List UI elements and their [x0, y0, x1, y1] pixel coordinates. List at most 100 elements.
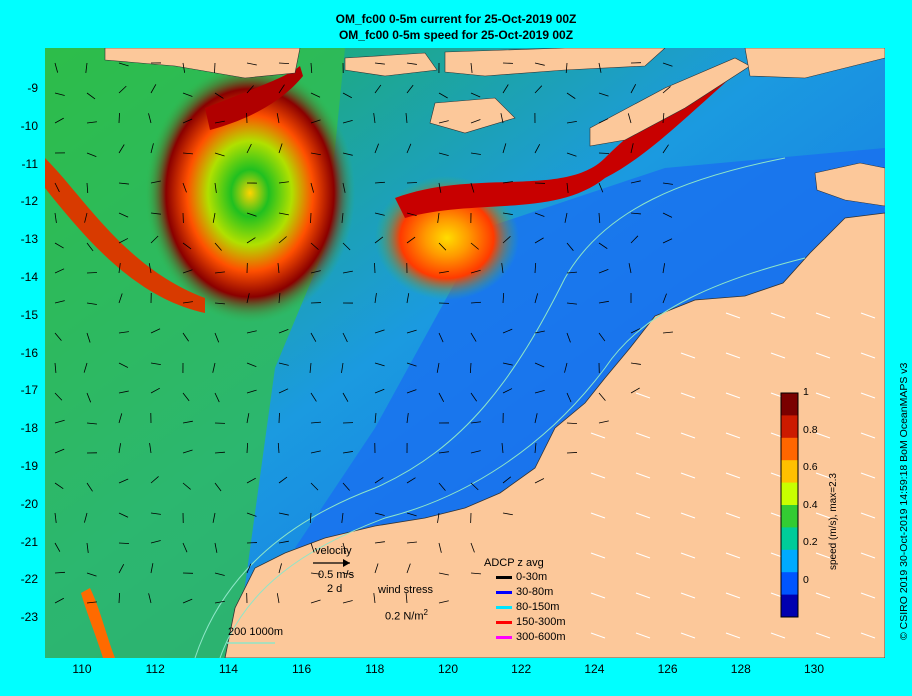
current-vector — [278, 563, 282, 574]
wind-vector — [725, 392, 741, 399]
wind-vector — [635, 472, 651, 479]
current-vector — [662, 212, 673, 218]
current-vector — [470, 301, 482, 304]
current-vector — [182, 92, 193, 97]
current-vector — [406, 293, 410, 304]
current-vector — [470, 62, 473, 73]
lat-tick-label: -15 — [20, 307, 38, 322]
current-vector — [566, 422, 578, 425]
current-vector — [534, 62, 545, 66]
current-vector — [342, 152, 353, 156]
current-vector — [246, 212, 257, 217]
current-vector — [149, 443, 152, 454]
wind-vector — [860, 432, 876, 439]
current-vector — [118, 390, 129, 394]
current-vector — [278, 143, 283, 154]
wind-vector — [635, 512, 651, 519]
current-vector — [310, 421, 321, 424]
current-vector — [310, 482, 319, 491]
current-vector — [500, 113, 504, 124]
current-vector — [310, 62, 313, 74]
adcp-legend-label: 300-600m — [516, 631, 566, 643]
current-vector — [246, 330, 257, 334]
current-vector — [278, 329, 289, 334]
lat-tick-label: -18 — [20, 421, 38, 436]
adcp-arrow-icon — [496, 620, 512, 624]
adcp-arrow-icon — [496, 605, 512, 609]
current-vector — [148, 113, 152, 124]
current-vector — [84, 512, 88, 523]
current-vector — [406, 413, 409, 424]
wind-vector — [725, 432, 741, 439]
lat-tick-label: -17 — [20, 383, 38, 398]
current-vector — [501, 263, 504, 274]
current-vector — [566, 271, 577, 274]
current-vector — [502, 212, 513, 216]
current-vector — [86, 422, 97, 425]
current-vector — [436, 362, 440, 373]
current-vector — [598, 212, 601, 224]
adcp-legend-label: 0-30m — [516, 571, 548, 583]
current-vector — [214, 152, 225, 157]
current-vector — [278, 181, 289, 184]
current-vector — [277, 263, 280, 274]
current-vector — [86, 182, 89, 194]
current-vector — [470, 152, 481, 155]
large-eddy — [145, 63, 355, 323]
colorbar-tick-label: 1 — [803, 386, 809, 398]
current-vector — [309, 512, 312, 524]
current-vector — [310, 92, 321, 98]
current-vector — [342, 451, 353, 454]
current-vector — [246, 362, 257, 368]
current-vector — [598, 332, 606, 342]
wind-vector — [860, 392, 876, 399]
current-vector — [564, 362, 568, 373]
current-vector — [502, 476, 512, 484]
current-vector — [214, 92, 224, 99]
current-vector — [598, 269, 609, 274]
wind-vector — [815, 552, 831, 559]
colorbar-segment — [781, 505, 798, 528]
current-vector — [630, 235, 639, 244]
current-vector — [150, 476, 159, 484]
credit-text: © CSIRO 2019 30-Oct-2019 14:59:18 BoM Oc… — [898, 362, 910, 640]
wind-vector — [680, 392, 696, 399]
current-vector — [374, 293, 377, 304]
current-vector — [54, 419, 65, 424]
lat-tick-label: -16 — [20, 345, 38, 360]
lon-tick-label: 110 — [72, 662, 92, 676]
wind-vector — [680, 552, 696, 559]
wind-vector — [725, 632, 741, 639]
current-vector — [246, 512, 257, 517]
colorbar-segment — [781, 437, 798, 461]
current-vector — [438, 392, 445, 403]
lat-tick-label: -9 — [27, 81, 38, 95]
colorbar-segment — [781, 527, 798, 551]
adcp-legend-item: 30-80m — [496, 586, 553, 598]
current-vector — [373, 593, 376, 604]
current-vector — [150, 212, 161, 215]
adcp-legend-item: 300-600m — [496, 631, 566, 643]
lat-tick-label: -23 — [20, 610, 38, 625]
current-vector — [470, 269, 481, 274]
current-vector — [342, 270, 353, 274]
wind-vector — [725, 472, 741, 479]
current-vector — [86, 302, 97, 305]
current-vector — [86, 121, 97, 124]
current-vector — [598, 242, 608, 249]
lat-tick-label: -21 — [20, 534, 38, 549]
current-vector — [598, 92, 609, 97]
colorbar-segment — [781, 482, 798, 506]
current-vector — [310, 242, 319, 250]
velocity-legend-title: velocity — [315, 545, 352, 557]
current-vector — [470, 92, 481, 98]
current-vector — [374, 62, 385, 65]
wind-vector — [815, 632, 831, 639]
current-vector — [214, 451, 225, 454]
current-vector — [534, 362, 545, 368]
wind-vector — [770, 632, 786, 639]
velocity-legend-days: 2 d — [327, 583, 343, 595]
current-vector — [246, 442, 249, 454]
current-vector — [214, 332, 220, 343]
current-vector — [374, 329, 385, 334]
